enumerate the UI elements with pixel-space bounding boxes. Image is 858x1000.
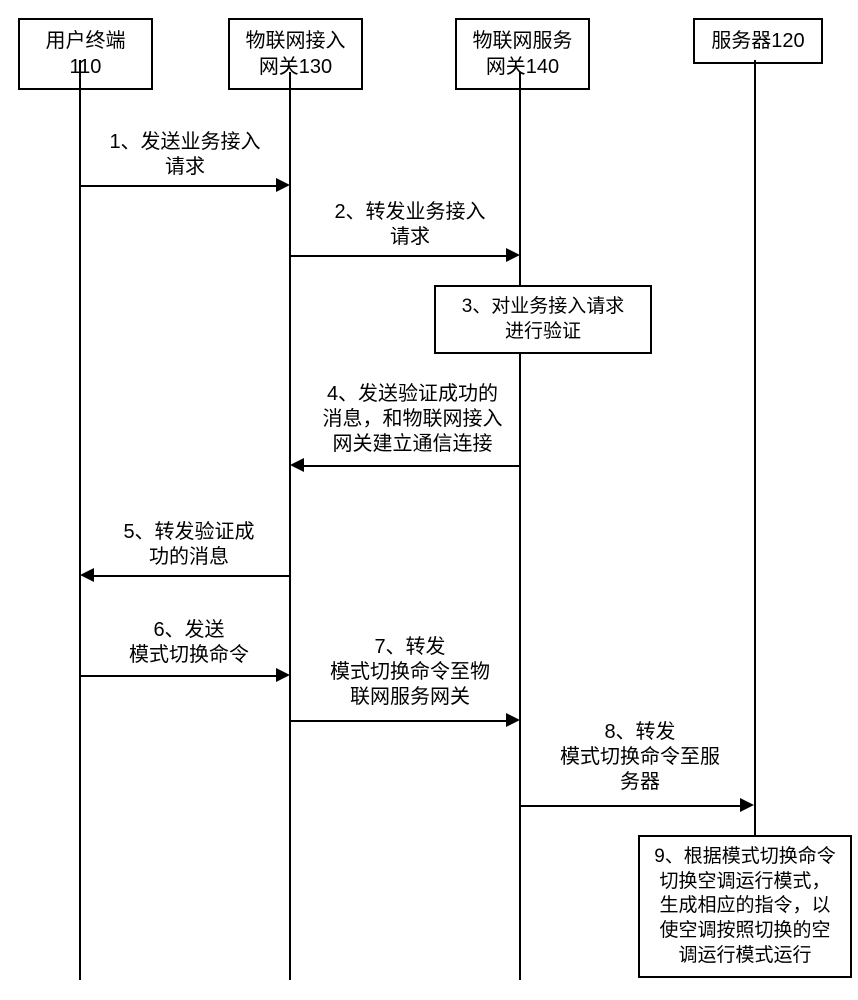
msg-label-1: 1、发送业务接入请求: [90, 130, 280, 180]
arrowhead-2: [506, 248, 520, 262]
step-box-9: 9、根据模式切换命令切换空调运行模式，生成相应的指令，以使空调按照切换的空调运行…: [638, 835, 852, 978]
arrowhead-6: [276, 668, 290, 682]
arrowhead-8: [740, 798, 754, 812]
lifeline-iot-access-gateway: [289, 72, 291, 980]
participant-label: 物联网接入网关130: [246, 30, 346, 78]
msg-label-6: 6、发送模式切换命令: [94, 618, 284, 668]
participant-label: 用户终端110: [46, 30, 126, 78]
lifeline-server: [754, 60, 756, 835]
msg-label-5: 5、转发验证成功的消息: [94, 520, 284, 570]
arrowhead-7: [506, 713, 520, 727]
arrowhead-4: [290, 458, 304, 472]
step-box-3: 3、对业务接入请求进行验证: [434, 285, 652, 354]
arrowhead-5: [80, 568, 94, 582]
msg-label-8: 8、转发模式切换命令至服务器: [540, 720, 740, 795]
arrowhead-1: [276, 178, 290, 192]
arrow-4: [303, 465, 520, 467]
participant-user-terminal: 用户终端110: [18, 18, 153, 90]
participant-server: 服务器120: [693, 18, 823, 64]
msg-label-7: 7、转发模式切换命令至物联网服务网关: [310, 635, 510, 710]
participant-label: 服务器120: [711, 30, 804, 52]
arrow-6: [81, 675, 276, 677]
msg-label-2: 2、转发业务接入请求: [310, 200, 510, 250]
participant-iot-access-gateway: 物联网接入网关130: [228, 18, 363, 90]
arrow-5: [93, 575, 290, 577]
participant-iot-service-gateway: 物联网服务网关140: [455, 18, 590, 90]
arrow-2: [291, 255, 506, 257]
arrow-1: [81, 185, 276, 187]
arrow-7: [291, 720, 506, 722]
participant-label: 物联网服务网关140: [473, 30, 573, 78]
msg-label-4: 4、发送验证成功的消息，和物联网接入网关建立通信连接: [305, 382, 520, 457]
arrow-8: [521, 805, 740, 807]
lifeline-iot-service-gateway: [519, 72, 521, 980]
lifeline-user-terminal: [79, 60, 81, 980]
